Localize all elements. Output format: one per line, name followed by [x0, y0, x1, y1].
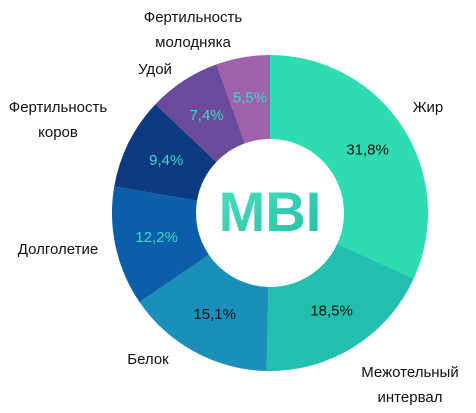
donut-slice [139, 254, 269, 371]
category-label: Фертильность коров [9, 99, 108, 141]
donut-slice [270, 55, 428, 279]
value-label: 9,4% [149, 152, 183, 169]
value-label: 15,1% [193, 306, 236, 323]
donut-slice [216, 55, 270, 144]
donut-slice [112, 186, 209, 303]
donut-slice [155, 64, 245, 163]
value-label: 12,2% [135, 229, 178, 246]
category-label: Фертильность молодняка [144, 9, 243, 51]
center-label: MBI [219, 180, 322, 243]
donut-slice [266, 243, 414, 372]
value-label: 5,5% [233, 90, 267, 107]
value-label: 18,5% [310, 302, 353, 319]
value-label: 7,4% [189, 107, 223, 124]
category-label: Межотельный интервал [361, 364, 458, 406]
category-label: Долголетие [18, 241, 98, 258]
donut-slice [114, 104, 217, 201]
category-label: Белок [127, 351, 169, 368]
category-label: Жир [413, 99, 444, 116]
value-label: 31,8% [346, 141, 389, 158]
category-label: Удой [138, 61, 172, 78]
